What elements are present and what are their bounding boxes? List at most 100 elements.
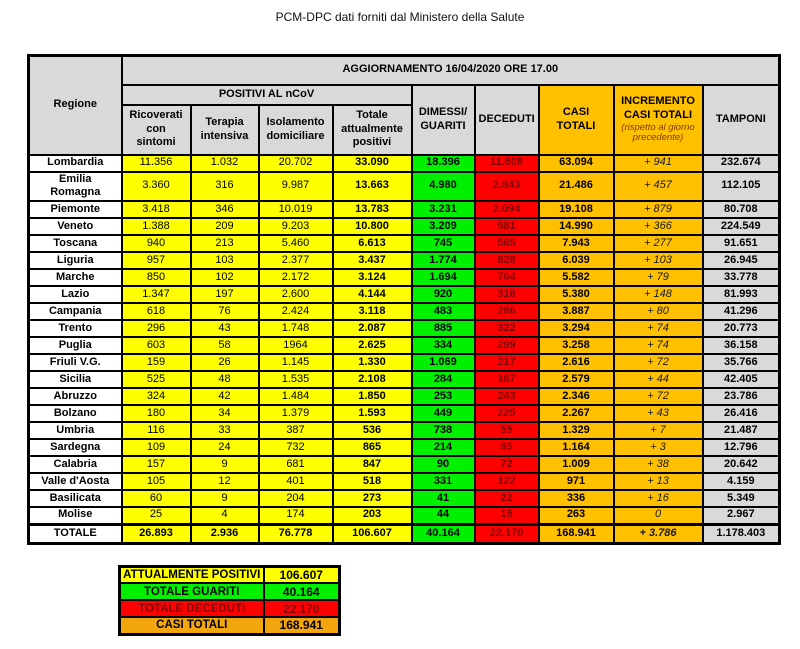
cell-dimessi-guariti: 483 (410, 302, 476, 321)
cell-tamponi: 20.773 (701, 319, 781, 338)
cell-casi-totali: 19.108 (537, 200, 615, 219)
incremento-header-label: INCREMENTO CASI TOTALI (621, 95, 695, 122)
cell-ricoverati: 850 (120, 268, 192, 287)
cell-terapia-intensiva: 24 (189, 438, 260, 457)
table-row: Sardegna 109 24 732 865 214 85 1.164 + 3 12.796 (27, 438, 781, 457)
cell-tamponi: 12.796 (701, 438, 781, 457)
region-cell: Calabria (27, 455, 123, 474)
cell-totale-positivi: 536 (331, 421, 413, 440)
cell-incremento: + 72 (612, 387, 704, 406)
cell-dimessi-guariti: 253 (410, 387, 476, 406)
cell-tamponi: 35.766 (701, 353, 781, 372)
cell-tamponi: 23.786 (701, 387, 781, 406)
cell-terapia-intensiva: 213 (189, 234, 260, 253)
cell-deceduti: 22 (473, 489, 540, 508)
cell-terapia-intensiva: 58 (189, 336, 260, 355)
summary-label: TOTALE GUARITI (118, 582, 265, 601)
cell-incremento: + 103 (612, 251, 704, 270)
cell-totale-positivi: 3.118 (331, 302, 413, 321)
cell-isolamento: 1.748 (257, 319, 334, 338)
table-row: Friuli V.G. 159 26 1.145 1.330 1.069 217 2.616 +… (27, 353, 781, 372)
cell-ricoverati: 1.347 (120, 285, 192, 304)
totale-row: TOTALE 26.893 2.936 76.778 106.607 40.164 22.1… (27, 522, 781, 544)
cell-incremento: + 277 (612, 234, 704, 253)
cell-incremento: + 457 (612, 170, 704, 202)
region-cell: Piemonte (27, 200, 123, 219)
cell-deceduti: 122 (473, 472, 540, 491)
cell-dimessi-guariti: 284 (410, 370, 476, 389)
table-row: Bolzano 180 34 1.379 1.593 449 225 2.267 + 43 26.… (27, 404, 781, 423)
table-row: Veneto 1.388 209 9.203 10.800 3.209 981 14.990 +… (27, 217, 781, 236)
cell-isolamento: 387 (257, 421, 334, 440)
table-row: Valle d'Aosta 105 12 401 518 331 122 971 + 13 4.1… (27, 472, 781, 491)
region-cell: Basilicata (27, 489, 123, 508)
cell-deceduti: 187 (473, 370, 540, 389)
cell-ricoverati: 60 (120, 489, 192, 508)
cell-isolamento: 204 (257, 489, 334, 508)
cell-terapia-intensiva: 76 (189, 302, 260, 321)
table-row: Puglia 603 58 1964 2.625 334 299 3.258 + 74 36.15… (27, 336, 781, 355)
region-cell: Bolzano (27, 404, 123, 423)
cell-terapia-intensiva: 33 (189, 421, 260, 440)
region-cell: Lombardia (27, 153, 123, 173)
cell-casi-totali: 3.294 (537, 319, 615, 338)
cell-incremento: 0 (612, 506, 704, 525)
region-cell: TOTALE (27, 522, 123, 544)
cell-terapia-intensiva: 209 (189, 217, 260, 236)
cell-incremento: + 3.786 (612, 522, 704, 544)
cell-deceduti: 764 (473, 268, 540, 287)
cell-dimessi-guariti: 214 (410, 438, 476, 457)
col-header-tamponi: TAMPONI (701, 83, 781, 156)
table-row: Umbria 116 33 387 536 738 55 1.329 + 7 21.487 (27, 421, 781, 440)
cell-terapia-intensiva: 34 (189, 404, 260, 423)
cell-casi-totali: 336 (537, 489, 615, 508)
cell-deceduti: 299 (473, 336, 540, 355)
cell-isolamento: 174 (257, 506, 334, 525)
cell-casi-totali: 2.579 (537, 370, 615, 389)
cell-dimessi-guariti: 738 (410, 421, 476, 440)
region-cell: Liguria (27, 251, 123, 270)
cell-casi-totali: 14.990 (537, 217, 615, 236)
region-cell: Umbria (27, 421, 123, 440)
cell-tamponi: 42.405 (701, 370, 781, 389)
region-cell: Lazio (27, 285, 123, 304)
cell-tamponi: 5.349 (701, 489, 781, 508)
cell-isolamento: 9.203 (257, 217, 334, 236)
cell-deceduti: 16 (473, 506, 540, 525)
cell-terapia-intensiva: 9 (189, 489, 260, 508)
region-cell: Puglia (27, 336, 123, 355)
col-header-dimessi-guariti: DIMESSI/ GUARITI (410, 83, 476, 156)
cell-ricoverati: 26.893 (120, 522, 192, 544)
cell-isolamento: 2.424 (257, 302, 334, 321)
cell-casi-totali: 263 (537, 506, 615, 525)
cell-incremento: + 72 (612, 353, 704, 372)
cell-ricoverati: 25 (120, 506, 192, 525)
cell-casi-totali: 7.943 (537, 234, 615, 253)
cell-incremento: + 43 (612, 404, 704, 423)
region-cell: Friuli V.G. (27, 353, 123, 372)
summary-row: TOTALE GUARITI 40.164 (118, 582, 341, 601)
cell-isolamento: 1.484 (257, 387, 334, 406)
cell-isolamento: 10.019 (257, 200, 334, 219)
cell-deceduti: 85 (473, 438, 540, 457)
cell-incremento: + 13 (612, 472, 704, 491)
cell-terapia-intensiva: 2.936 (189, 522, 260, 544)
covid-data-table: Regione AGGIORNAMENTO 16/04/2020 ORE 17.… (27, 54, 782, 545)
region-cell: Molise (27, 506, 123, 525)
page-title: PCM-DPC dati forniti dal Ministero della… (275, 10, 525, 24)
cell-casi-totali: 2.616 (537, 353, 615, 372)
incremento-header-note: (rispetto al giorno precedente) (621, 121, 695, 144)
cell-dimessi-guariti: 1.069 (410, 353, 476, 372)
cell-tamponi: 112.105 (701, 170, 781, 202)
cell-isolamento: 2.377 (257, 251, 334, 270)
region-cell: Campania (27, 302, 123, 321)
cell-dimessi-guariti: 41 (410, 489, 476, 508)
cell-incremento: + 44 (612, 370, 704, 389)
cell-tamponi: 232.674 (701, 153, 781, 173)
cell-deceduti: 828 (473, 251, 540, 270)
summary-value: 22.170 (262, 599, 341, 618)
cell-incremento: + 74 (612, 336, 704, 355)
cell-totale-positivi: 13.663 (331, 170, 413, 202)
col-header-incremento: INCREMENTO CASI TOTALI (rispetto al gior… (612, 83, 704, 156)
table-row: Liguria 957 103 2.377 3.437 1.774 828 6.039 + 10… (27, 251, 781, 270)
